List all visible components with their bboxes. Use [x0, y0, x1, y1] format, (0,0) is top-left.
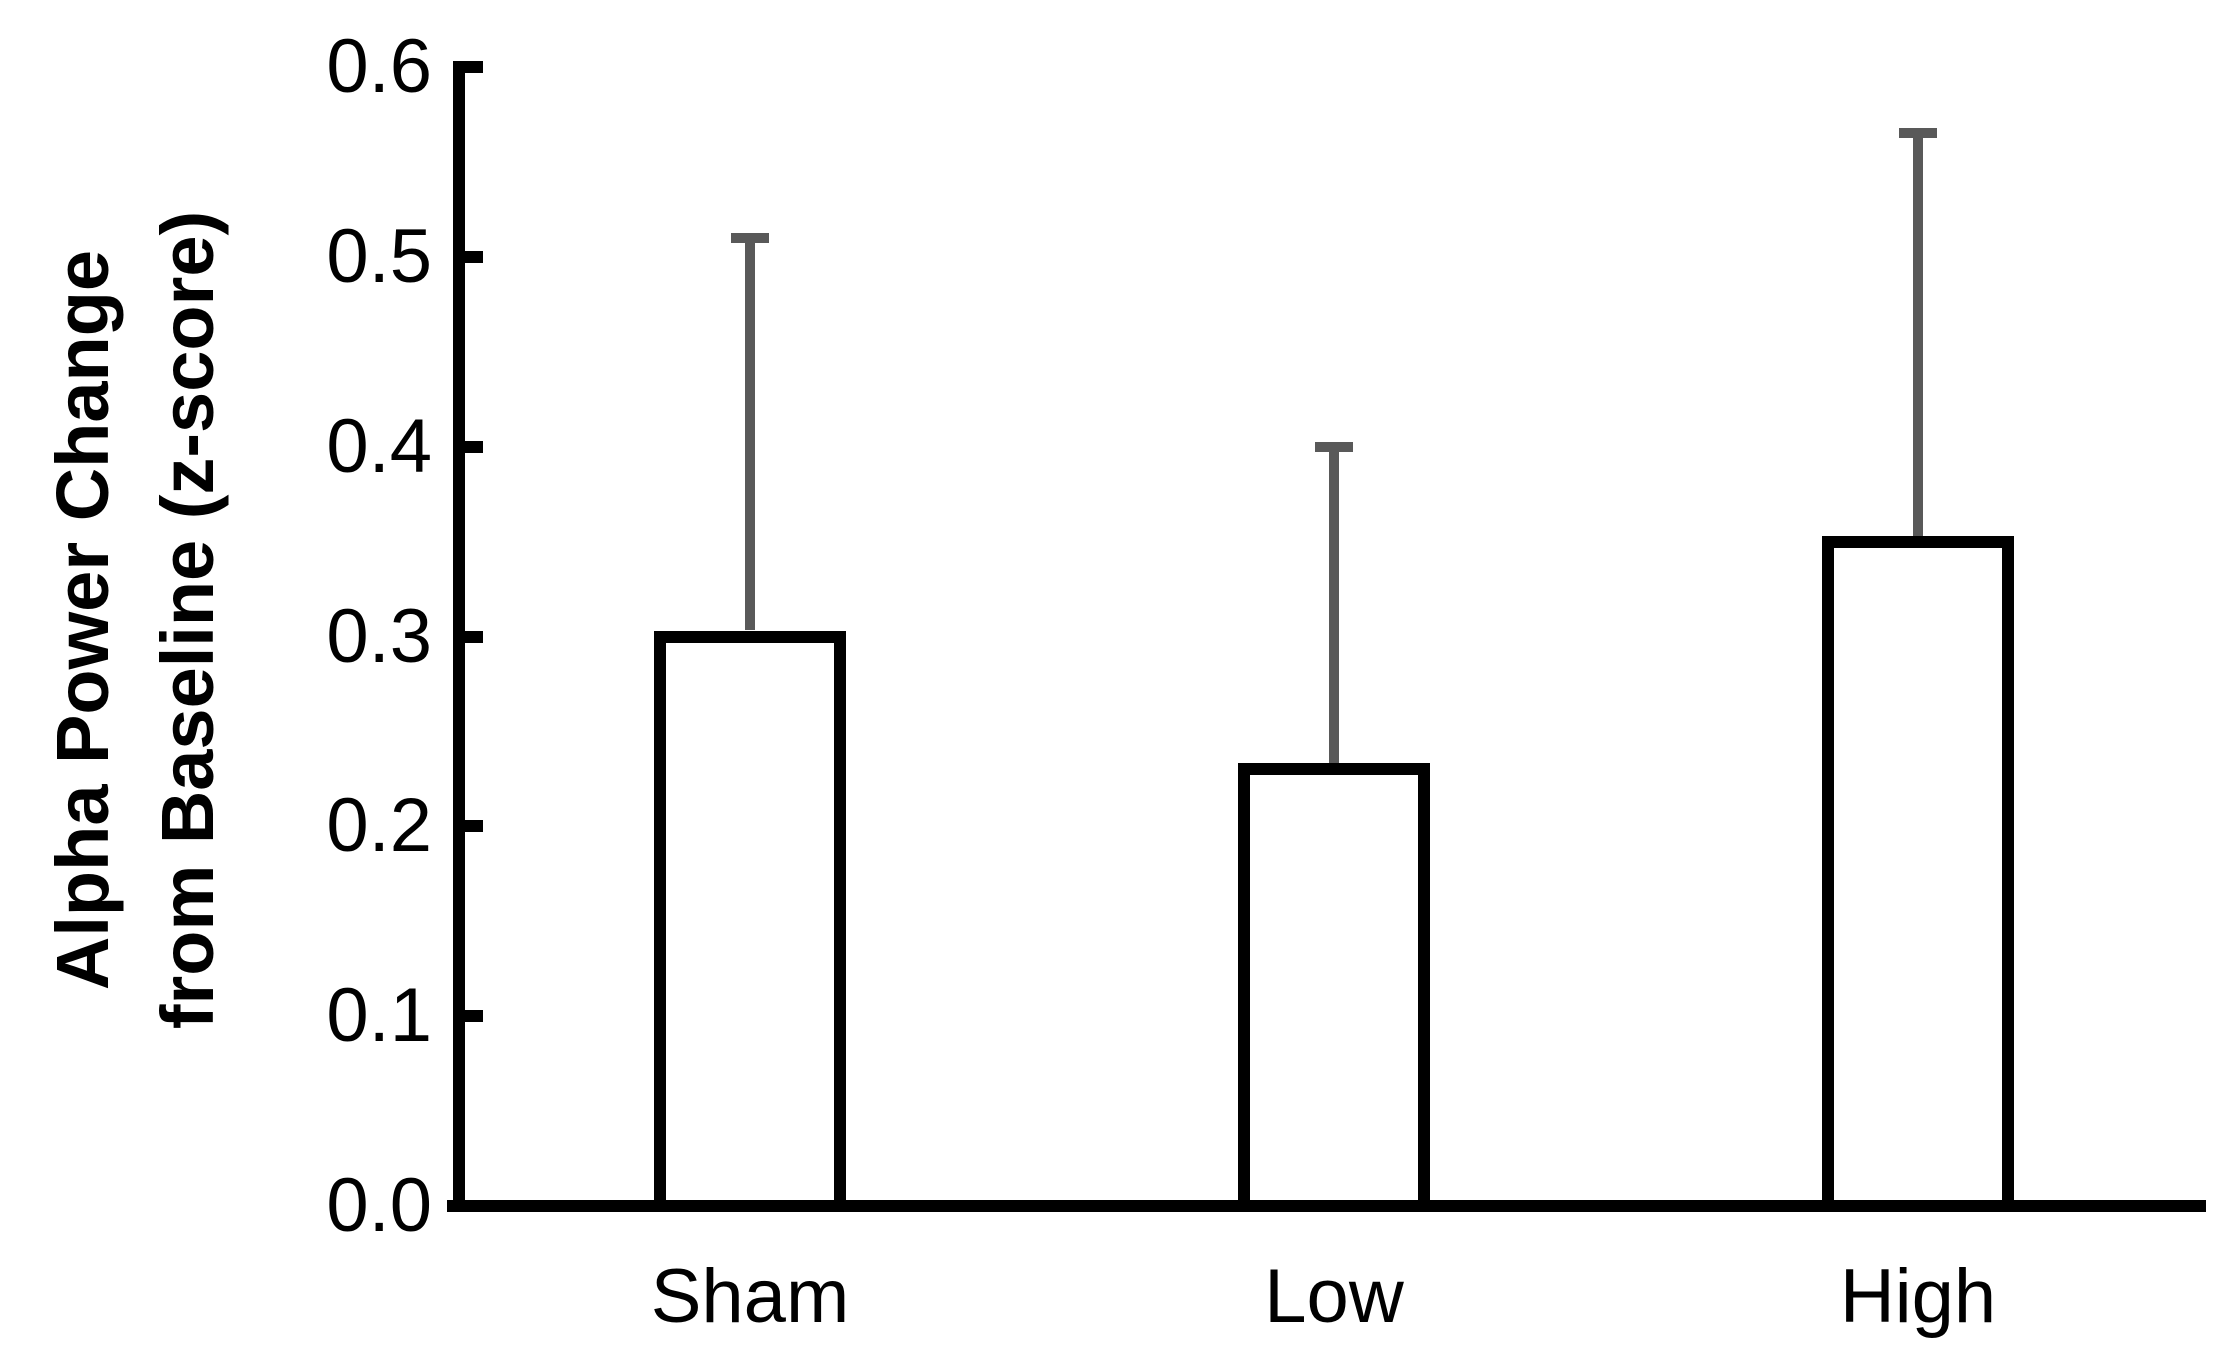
- y-tick-label: 0.3: [326, 593, 432, 679]
- y-tick: [465, 61, 483, 73]
- y-tick-label: 0.4: [326, 403, 432, 489]
- y-tick-label: 0.2: [326, 783, 432, 869]
- x-axis-line: [447, 1200, 2206, 1212]
- x-category-label-sham: Sham: [650, 1254, 850, 1339]
- y-tick-label: 0.6: [326, 24, 432, 109]
- y-tick: [465, 1010, 483, 1023]
- x-category-label-high: High: [1839, 1254, 1997, 1339]
- y-axis-title-line1: Alpha Power Change: [41, 249, 124, 991]
- y-tick: [465, 630, 483, 643]
- bar-high: [1822, 535, 2014, 1200]
- error-bar-cap: [1315, 441, 1353, 452]
- error-bar: [1329, 446, 1339, 764]
- y-tick: [465, 440, 483, 453]
- y-tick: [465, 250, 483, 263]
- y-tick: [465, 1200, 483, 1212]
- y-tick-label: 0.1: [326, 973, 432, 1059]
- bar-sham: [654, 630, 846, 1200]
- error-bar: [1913, 133, 1923, 536]
- x-category-label-low: Low: [1264, 1254, 1404, 1339]
- y-axis-line: [453, 61, 465, 1212]
- bar-low: [1238, 763, 1430, 1200]
- y-tick: [465, 820, 483, 833]
- y-tick-label: 0.0: [326, 1163, 432, 1248]
- error-bar-cap: [1899, 128, 1937, 139]
- error-bar-cap: [731, 232, 769, 243]
- y-tick-label: 0.5: [326, 213, 432, 299]
- error-bar: [745, 237, 755, 631]
